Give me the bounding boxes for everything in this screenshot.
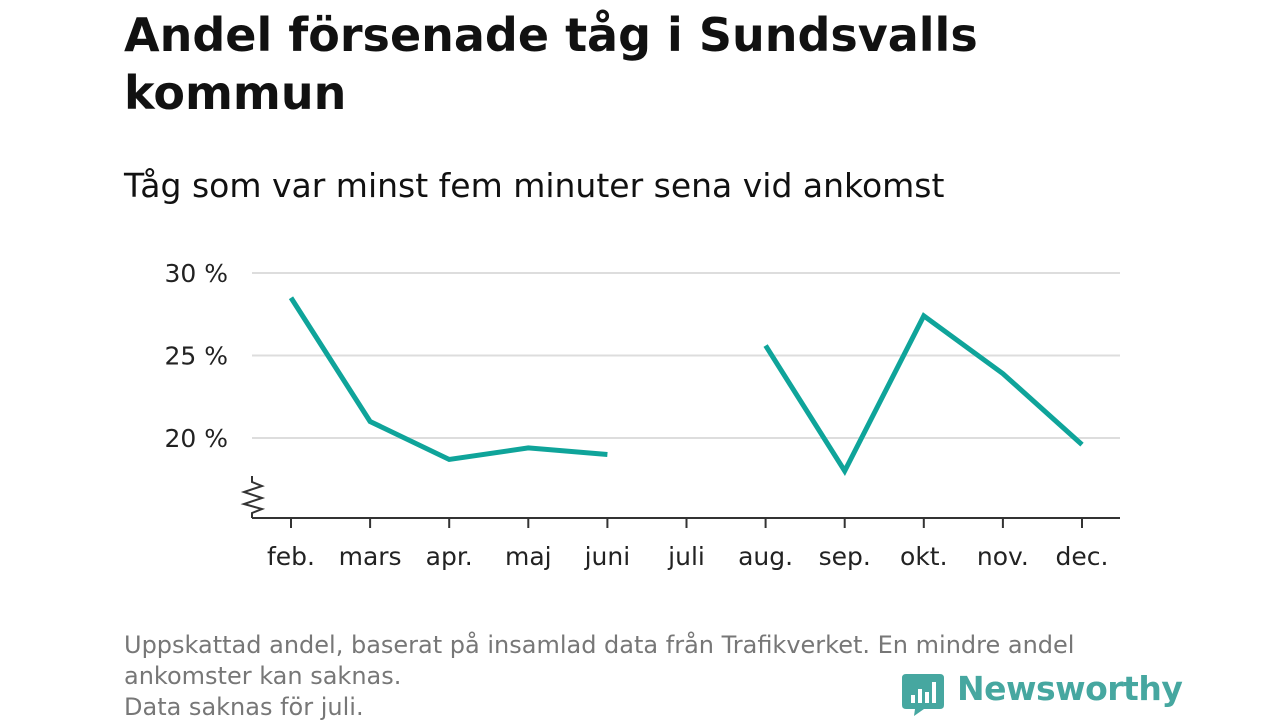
x-tick-label: apr.: [426, 542, 473, 571]
y-tick-label: 20 %: [164, 424, 228, 453]
x-tick-label: juni: [584, 542, 631, 571]
axis-break-icon: [240, 476, 266, 518]
footnote-line: Uppskattad andel, baserat på insamlad da…: [124, 631, 1075, 659]
chart-title: Andel försenade tåg i Sundsvalls kommun: [124, 8, 978, 120]
chart-subtitle: Tåg som var minst fem minuter sena vid a…: [124, 166, 945, 205]
grid-lines: [252, 272, 1120, 439]
newsworthy-logo-icon: [902, 674, 944, 716]
x-axis-labels: feb. mars apr. maj juni juli aug. sep. okt. nov. d…: [267, 542, 1108, 571]
x-tick-label: dec.: [1056, 542, 1109, 571]
x-tick-label: sep.: [819, 542, 871, 571]
y-axis-labels: 20 % 25 % 30 %: [164, 259, 228, 453]
x-tick-label: mars: [339, 542, 402, 571]
x-tick-label: aug.: [738, 542, 793, 571]
series-line-segment: [763, 312, 1084, 477]
footnote: Uppskattad andel, baserat på insamlad da…: [124, 630, 1154, 723]
footnote-line: Data saknas för juli.: [124, 693, 364, 721]
x-tick-label: nov.: [977, 542, 1029, 571]
x-tick-label: maj: [505, 542, 552, 571]
x-axis: [240, 476, 1120, 528]
brand-name: Newsworthy: [957, 669, 1183, 708]
series-line-segment: [288, 296, 608, 463]
y-tick-label: 25 %: [164, 342, 228, 371]
x-tick-label: feb.: [267, 542, 315, 571]
footnote-line: ankomster kan saknas.: [124, 662, 402, 690]
line-chart: 20 % 25 % 30 % feb. mars apr. maj juni juli aug.…: [164, 259, 1120, 571]
series-line: [288, 296, 1084, 477]
x-tick-label: okt.: [900, 542, 948, 571]
x-tick-label: juli: [667, 542, 705, 571]
y-tick-label: 30 %: [164, 259, 228, 288]
